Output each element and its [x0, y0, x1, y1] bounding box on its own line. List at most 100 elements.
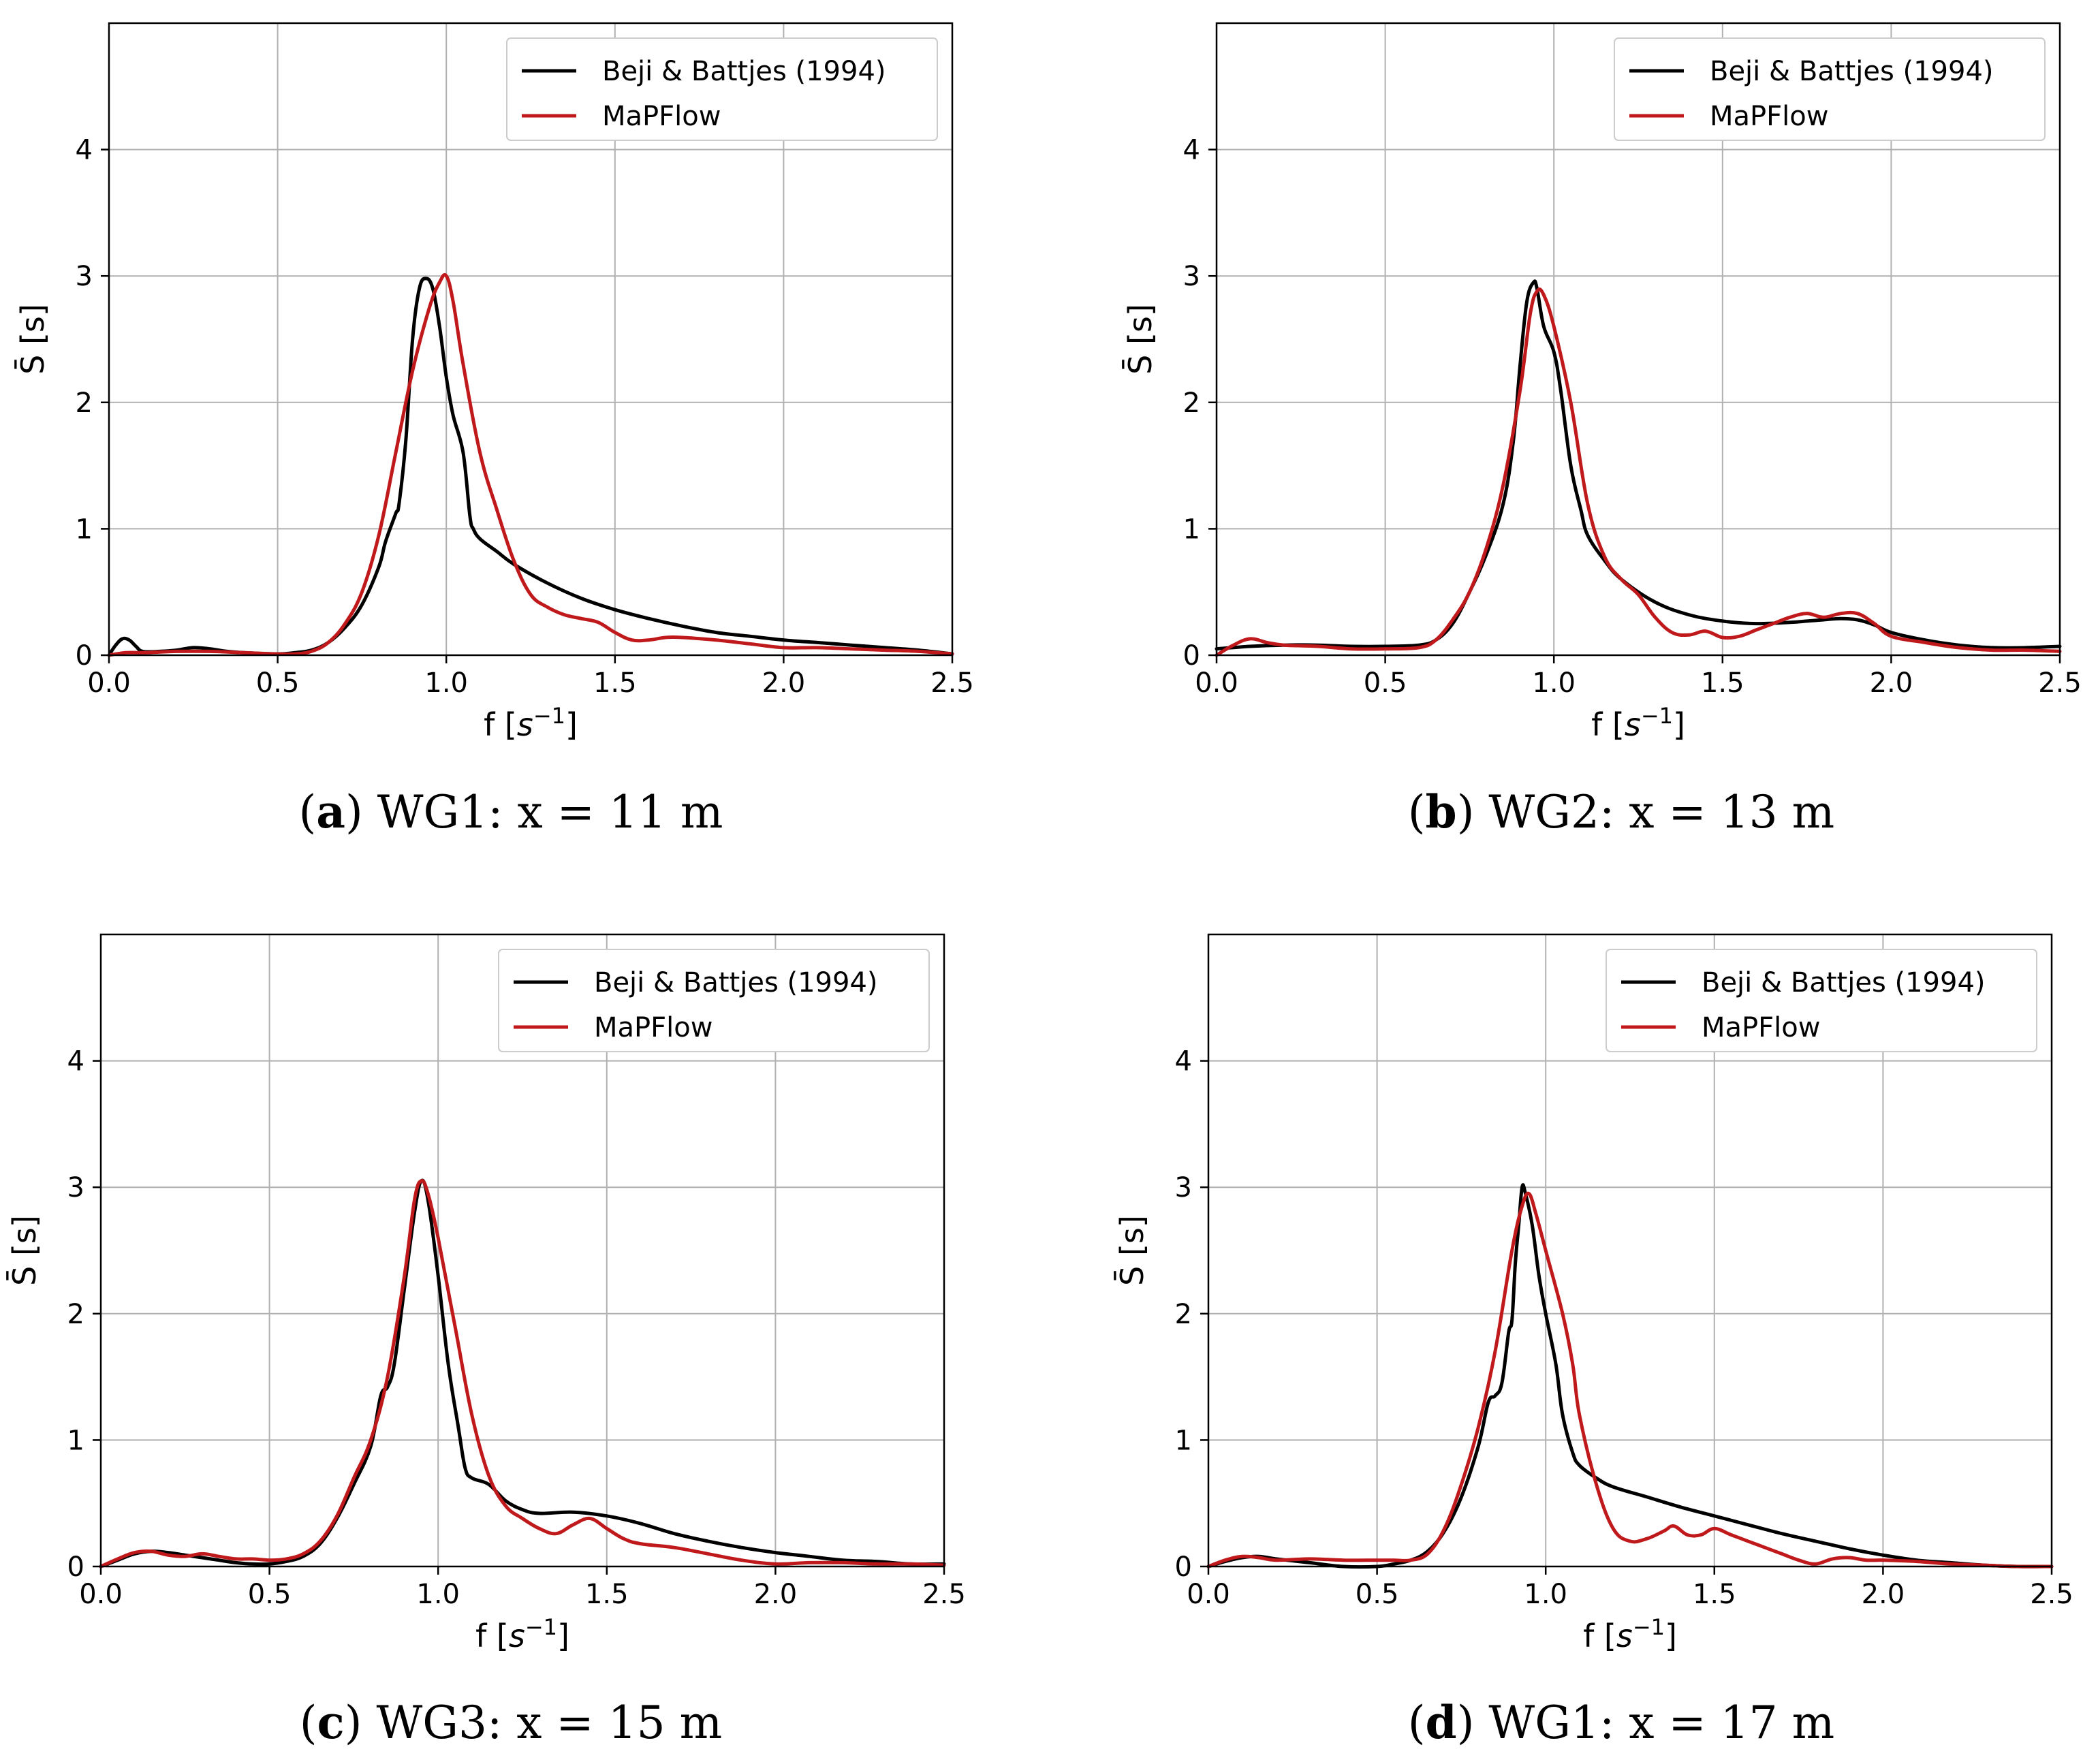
legend-label: Beji & Battjes (1994) — [594, 967, 878, 998]
plot-frame — [99, 933, 945, 1568]
y-tick-label: 2 — [67, 1299, 84, 1330]
y-tick-label: 4 — [67, 1046, 84, 1077]
x-tick-label: 1.0 — [416, 1579, 460, 1610]
x-axis-label-var: f — [1583, 1618, 1595, 1654]
x-axis-label-unit: s — [1625, 706, 1641, 743]
chart-panel-c: 0.0 0.5 1.0 1.5 2.0 2.5 0 1 2 3 4 f [s−1] S̄ [s] Beji… — [6, 933, 966, 1749]
series-line-beji-battjes — [107, 277, 954, 657]
x-axis-label-var: f — [475, 1618, 488, 1654]
y-tick-label: 3 — [1183, 261, 1200, 292]
caption-paren: ( — [300, 1697, 317, 1749]
x-axis-label: f [s−1] — [484, 703, 578, 743]
series-line-mapflow — [1215, 287, 2062, 657]
caption-description: WG1: x = 11 m — [377, 786, 723, 838]
x-tick-label: 1.5 — [1701, 667, 1744, 699]
x-tick-label: 1.0 — [1524, 1579, 1567, 1610]
caption-paren: ) — [345, 1697, 377, 1749]
x-axis-label-bracket: [ — [495, 706, 517, 743]
legend-label: Beji & Battjes (1994) — [602, 56, 886, 87]
x-axis-label: f [s−1] — [475, 1614, 569, 1654]
chart-panel-a: 0.0 0.5 1.0 1.5 2.0 2.5 0 1 2 3 4 f [s−1] S̄ [s] Beji… — [14, 22, 974, 838]
series-line-mapflow — [107, 272, 954, 657]
caption-paren: ) — [345, 786, 377, 838]
panel-caption: (b) WG2: x = 13 m — [1408, 785, 1834, 838]
x-axis-label-bracket: ] — [565, 706, 578, 743]
x-tick-label: 2.5 — [2030, 1579, 2073, 1610]
x-tick-label: 2.5 — [922, 1579, 966, 1610]
legend: Beji & Battjes (1994) MaPFlow — [498, 949, 930, 1052]
legend-label: MaPFlow — [594, 1012, 713, 1043]
x-axis-label-bracket: ] — [557, 1618, 569, 1654]
x-axis-label-bracket: [ — [1594, 1618, 1616, 1654]
y-tick-label: 3 — [76, 261, 93, 292]
legend-label: Beji & Battjes (1994) — [1702, 967, 1986, 998]
legend-label: MaPFlow — [1702, 1012, 1820, 1043]
legend: Beji & Battjes (1994) MaPFlow — [1606, 949, 2037, 1052]
x-tick-label: 0.5 — [256, 667, 300, 699]
y-tick-label: 0 — [67, 1552, 84, 1583]
y-tick-label: 1 — [1183, 514, 1200, 545]
caption-paren: ( — [1408, 786, 1426, 838]
y-tick-label: 2 — [76, 388, 93, 419]
caption-paren: ) — [1457, 786, 1489, 838]
x-tick-label: 0.5 — [248, 1579, 292, 1610]
caption-letter: b — [1426, 785, 1457, 838]
caption-letter: c — [317, 1696, 345, 1749]
caption-description: WG2: x = 13 m — [1488, 786, 1834, 838]
panel-caption: (c) WG3: x = 15 m — [300, 1696, 722, 1749]
legend-box — [1606, 949, 2037, 1052]
caption-letter: a — [316, 785, 345, 838]
series-line-mapflow — [99, 1179, 946, 1569]
y-tick-label: 0 — [1175, 1552, 1192, 1583]
y-axis-label: S̄ [s] — [6, 1215, 43, 1286]
x-tick-label: 0.0 — [87, 667, 131, 699]
y-tick-label: 3 — [1175, 1172, 1192, 1203]
x-axis-label-exponent: −1 — [525, 1614, 557, 1640]
x-axis-label: f [s−1] — [1591, 703, 1685, 743]
panel-caption: (d) WG1: x = 17 m — [1408, 1696, 1834, 1749]
x-tick-label: 2.5 — [2038, 667, 2082, 699]
caption-description: WG3: x = 15 m — [376, 1697, 722, 1749]
caption-letter: d — [1426, 1696, 1457, 1749]
legend: Beji & Battjes (1994) MaPFlow — [506, 37, 938, 141]
x-tick-label: 0.0 — [1195, 667, 1238, 699]
x-tick-label: 2.0 — [762, 667, 806, 699]
caption-paren: ( — [298, 786, 316, 838]
plot-frame — [108, 22, 954, 657]
x-axis-label-exponent: −1 — [1641, 703, 1673, 729]
y-tick-label: 1 — [76, 514, 93, 545]
x-tick-label: 1.5 — [585, 1579, 629, 1610]
x-axis-label-bracket: ] — [1665, 1618, 1677, 1654]
x-axis-label: f [s−1] — [1583, 1614, 1677, 1654]
legend-label: MaPFlow — [602, 101, 721, 132]
x-axis-label-unit: s — [1616, 1618, 1633, 1654]
x-axis-label-bracket: ] — [1673, 706, 1685, 743]
y-axis-label: S̄ [s] — [14, 304, 51, 375]
x-tick-label: 1.0 — [1532, 667, 1576, 699]
legend: Beji & Battjes (1994) MaPFlow — [1614, 37, 2046, 141]
x-tick-label: 2.5 — [930, 667, 974, 699]
x-axis-label-unit: s — [509, 1618, 525, 1654]
x-tick-label: 2.0 — [754, 1579, 798, 1610]
caption-paren: ( — [1408, 1697, 1426, 1749]
caption-description: WG1: x = 17 m — [1488, 1697, 1834, 1749]
x-axis-label-bracket: [ — [1602, 706, 1625, 743]
y-tick-label: 1 — [67, 1425, 84, 1456]
legend-box — [1614, 37, 2046, 141]
x-tick-label: 1.0 — [424, 667, 468, 699]
plot-frame — [1207, 933, 2053, 1568]
legend-box — [506, 37, 938, 141]
y-tick-label: 4 — [1175, 1046, 1192, 1077]
x-axis-label-unit: s — [517, 706, 533, 743]
x-tick-label: 0.5 — [1356, 1579, 1399, 1610]
y-tick-label: 0 — [76, 640, 93, 672]
x-axis-label-exponent: −1 — [1633, 1614, 1665, 1640]
caption-paren: ) — [1457, 1697, 1489, 1749]
x-tick-label: 0.0 — [1187, 1579, 1230, 1610]
plot-frame — [1215, 22, 2061, 657]
x-tick-label: 0.0 — [79, 1579, 123, 1610]
x-tick-label: 1.5 — [1693, 1579, 1736, 1610]
y-tick-label: 3 — [67, 1172, 84, 1203]
y-axis-label: S̄ [s] — [1114, 1215, 1150, 1286]
